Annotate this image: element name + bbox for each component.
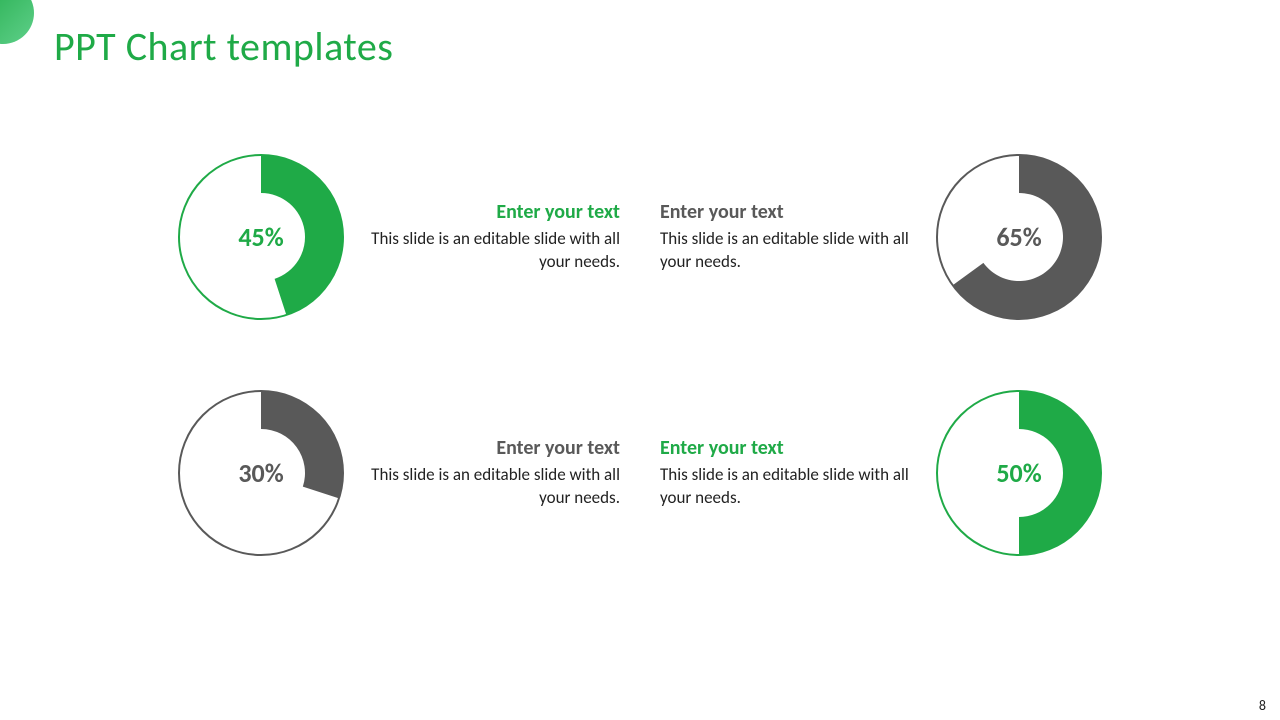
chart-heading: Enter your text	[660, 200, 930, 224]
donut-chart: 65%	[930, 148, 1108, 326]
chart-text-block: Enter your text This slide is an editable…	[660, 200, 930, 274]
chart-item-1: Enter your text This slide is an editable…	[110, 148, 630, 326]
chart-item-3: Enter your text This slide is an editable…	[110, 384, 630, 562]
donut-percent-label: 30%	[238, 457, 283, 489]
chart-body: This slide is an editable slide with all…	[350, 464, 620, 510]
chart-body: This slide is an editable slide with all…	[350, 228, 620, 274]
page-number: 8	[1259, 697, 1266, 714]
chart-heading: Enter your text	[350, 200, 620, 224]
chart-item-2: Enter your text This slide is an editable…	[650, 148, 1170, 326]
donut-percent-label: 65%	[996, 221, 1041, 253]
donut-chart: 50%	[930, 384, 1108, 562]
chart-text-block: Enter your text This slide is an editable…	[660, 436, 930, 510]
chart-text-block: Enter your text This slide is an editable…	[350, 200, 620, 274]
chart-body: This slide is an editable slide with all…	[660, 228, 930, 274]
chart-heading: Enter your text	[660, 436, 930, 460]
chart-grid: Enter your text This slide is an editable…	[0, 148, 1280, 562]
chart-heading: Enter your text	[350, 436, 620, 460]
chart-body: This slide is an editable slide with all…	[660, 464, 930, 510]
decorative-corner-circle	[0, 0, 34, 44]
slide-title: PPT Chart templates	[54, 22, 393, 71]
chart-text-block: Enter your text This slide is an editable…	[350, 436, 620, 510]
donut-chart: 45%	[172, 148, 350, 326]
donut-chart: 30%	[172, 384, 350, 562]
chart-item-4: Enter your text This slide is an editable…	[650, 384, 1170, 562]
donut-percent-label: 45%	[238, 221, 283, 253]
donut-percent-label: 50%	[996, 457, 1041, 489]
